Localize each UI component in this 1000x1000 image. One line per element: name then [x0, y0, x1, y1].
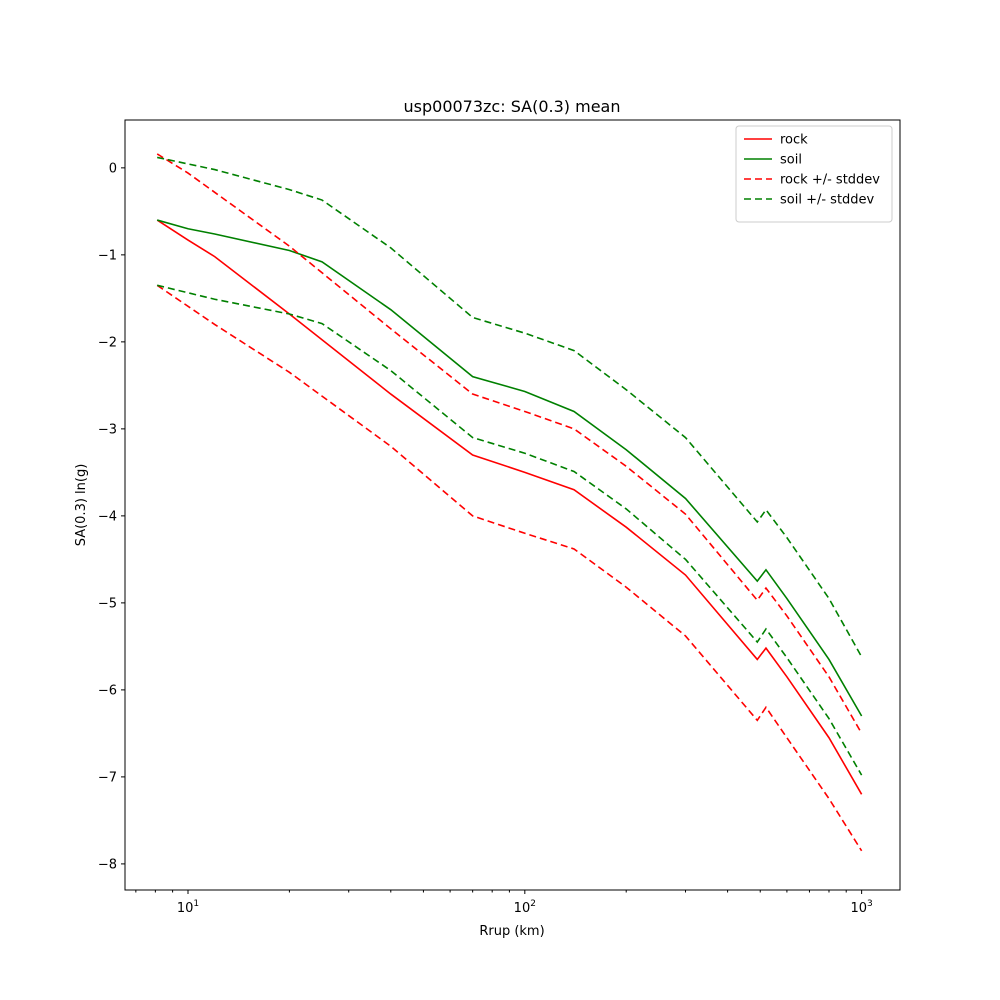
legend-label-rock: rock — [780, 133, 808, 148]
legend-label-rock-stddev: rock +/- stddev — [780, 173, 880, 188]
plot-background — [125, 120, 900, 890]
chart-title: usp00073zc: SA(0.3) mean — [404, 97, 621, 116]
axes-frame — [124, 119, 901, 891]
series-layer — [156, 153, 863, 852]
y-tick-label: −8 — [98, 857, 117, 872]
series-line-rock — [156, 219, 863, 795]
series-line-soil-stddev — [157, 156, 863, 658]
x-axis-label: Rrup (km) — [479, 924, 544, 939]
y-tick-label: −2 — [98, 335, 117, 350]
legend-box — [735, 125, 893, 223]
y-tick-label: −5 — [98, 596, 117, 611]
x-tick-label: 102 — [514, 899, 536, 916]
plot-area — [124, 119, 901, 891]
legend-label-soil-stddev: soil +/- stddev — [780, 193, 875, 208]
legend-label-soil: soil — [780, 153, 802, 168]
y-axis-label: SA(0.3) ln(g) — [74, 464, 89, 547]
y-tick-label: −4 — [98, 509, 117, 524]
x-axis: 101 102 103 — [135, 890, 873, 916]
legend: rock soil rock +/- stddev soil +/- stddev — [735, 125, 893, 223]
y-tick-label: −7 — [98, 770, 117, 785]
y-tick-label: −3 — [98, 422, 117, 437]
series-line-rock-stddev — [156, 284, 863, 852]
x-tick-label: 103 — [850, 899, 872, 916]
y-tick-label: −1 — [98, 248, 117, 263]
series-line-soil-stddev — [157, 284, 863, 776]
y-tick-label: −6 — [98, 683, 117, 698]
x-tick-label: 101 — [177, 899, 199, 916]
series-line-soil — [156, 219, 863, 717]
y-axis: 0 −1 −2 −3 −4 −5 −6 −7 −8 — [98, 161, 125, 872]
y-tick-label: 0 — [109, 161, 117, 176]
